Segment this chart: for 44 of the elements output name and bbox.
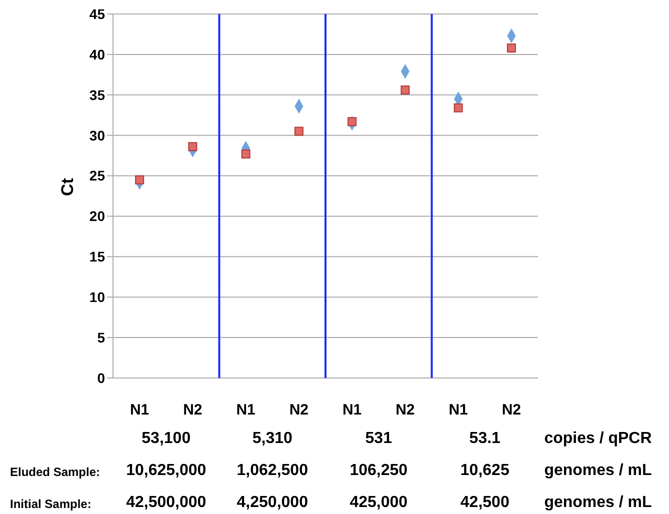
text: 5,310: [251, 430, 294, 448]
y-tick-label: 35: [89, 86, 106, 103]
x-tick-label: N1: [236, 402, 256, 419]
text: 10,625,000: [125, 462, 208, 480]
text: Initial Sample:: [10, 497, 92, 511]
y-axis-title: Ct: [58, 178, 78, 196]
point: [506, 43, 516, 52]
point: [188, 142, 198, 152]
point: [348, 117, 357, 126]
y-tick-label: 25: [89, 168, 106, 184]
x-tick-label: N1: [448, 402, 468, 419]
x-tick-label: N2: [183, 402, 202, 419]
point: [135, 175, 144, 184]
y-tick-label: 0: [97, 370, 106, 386]
y-tick-label: 40: [89, 46, 106, 62]
text: genomes / mL: [543, 462, 653, 480]
x-tick-label: N2: [289, 402, 309, 419]
text: 425,000: [348, 494, 409, 512]
text: 10,625: [459, 462, 510, 480]
x-tick-label: N2: [502, 402, 522, 419]
text: copies / qPCR: [543, 430, 653, 448]
text: 53,100: [140, 430, 192, 448]
text: 53.1: [468, 430, 502, 448]
y-tick-label: 5: [97, 330, 106, 346]
y-tick-label: 15: [89, 248, 106, 265]
text: 531: [364, 430, 393, 448]
text: 1,062,500: [236, 462, 309, 480]
x-tick-label: N2: [396, 402, 415, 419]
y-tick-label: 10: [89, 289, 106, 306]
text: 42,500: [459, 494, 510, 512]
text: 4,250,000: [236, 494, 309, 512]
x-tick-label: N1: [342, 402, 362, 419]
x-tick-label: N1: [130, 402, 150, 419]
point: [294, 126, 304, 136]
y-tick-label: 30: [89, 127, 106, 144]
text: genomes / mL: [543, 494, 653, 512]
y-tick-label: 45: [89, 6, 106, 22]
point: [241, 149, 250, 158]
text: Eluded Sample:: [10, 465, 100, 479]
point: [454, 103, 463, 112]
point: [400, 86, 410, 95]
y-tick-label: 20: [89, 208, 106, 224]
text: 42,500,000: [125, 494, 208, 512]
text: 106,250: [348, 462, 409, 480]
